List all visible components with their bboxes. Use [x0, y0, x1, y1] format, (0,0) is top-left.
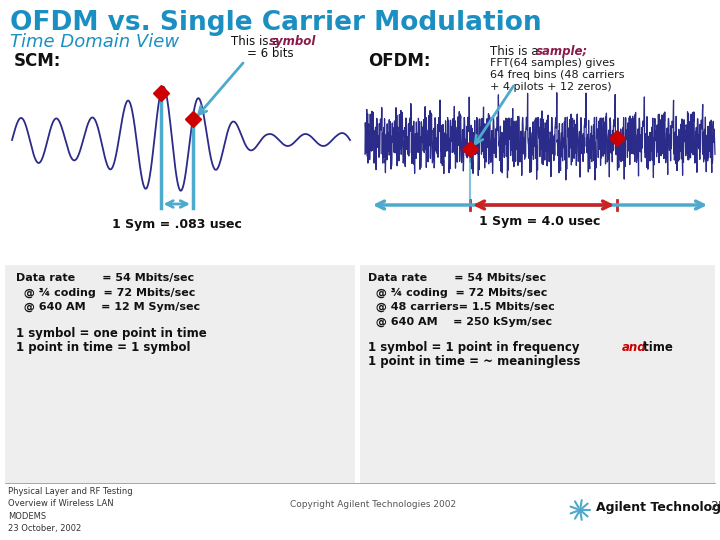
Text: Data rate       = 54 Mbits/sec: Data rate = 54 Mbits/sec — [16, 273, 194, 283]
Text: @ ¾ coding  = 72 Mbits/sec: @ ¾ coding = 72 Mbits/sec — [368, 287, 547, 298]
Text: 1 Sym = .083 usec: 1 Sym = .083 usec — [112, 218, 242, 231]
Text: 1 Sym = 4.0 usec: 1 Sym = 4.0 usec — [480, 215, 600, 228]
Text: Copyright Agilent Technologies 2002: Copyright Agilent Technologies 2002 — [290, 500, 456, 509]
Text: 1 point in time = ~ meaningless: 1 point in time = ~ meaningless — [368, 355, 580, 368]
Text: = 6 bits: = 6 bits — [247, 47, 294, 60]
Text: Data rate       = 54 Mbits/sec: Data rate = 54 Mbits/sec — [368, 273, 546, 283]
Text: 64 freq bins (48 carriers: 64 freq bins (48 carriers — [490, 70, 624, 80]
Text: sample;: sample; — [536, 45, 588, 58]
Text: SCM:: SCM: — [14, 52, 61, 70]
Text: OFDM:: OFDM: — [368, 52, 431, 70]
Text: @ 640 AM    = 250 kSym/sec: @ 640 AM = 250 kSym/sec — [368, 316, 552, 327]
Text: FFT(64 samples) gives: FFT(64 samples) gives — [490, 58, 615, 68]
Text: time: time — [639, 341, 673, 354]
Bar — [360, 265, 715, 483]
Text: Time Domain View: Time Domain View — [10, 33, 179, 51]
Text: Physical Layer and RF Testing
Overview if Wireless LAN
MODEMS
23 October, 2002: Physical Layer and RF Testing Overview i… — [8, 487, 132, 534]
Text: 1 symbol = 1 point in frequency: 1 symbol = 1 point in frequency — [368, 341, 580, 354]
Text: 1 point in time = 1 symbol: 1 point in time = 1 symbol — [16, 341, 191, 354]
Text: 25: 25 — [710, 501, 720, 514]
Text: symbol: symbol — [269, 35, 316, 48]
Text: 1 symbol = one point in time: 1 symbol = one point in time — [16, 327, 207, 340]
Bar — [5, 265, 355, 483]
Text: @ 640 AM    = 12 M Sym/sec: @ 640 AM = 12 M Sym/sec — [16, 302, 200, 312]
Text: This is a: This is a — [490, 45, 539, 58]
Text: OFDM vs. Single Carrier Modulation: OFDM vs. Single Carrier Modulation — [10, 10, 541, 36]
Text: @ 48 carriers= 1.5 Mbits/sec: @ 48 carriers= 1.5 Mbits/sec — [368, 302, 554, 312]
Text: @ ¾ coding  = 72 Mbits/sec: @ ¾ coding = 72 Mbits/sec — [16, 287, 195, 298]
Text: and: and — [622, 341, 647, 354]
Text: + 4 pilots + 12 zeros): + 4 pilots + 12 zeros) — [490, 82, 611, 92]
Text: This is a: This is a — [231, 35, 279, 48]
Text: Agilent Technologies: Agilent Technologies — [596, 501, 720, 514]
